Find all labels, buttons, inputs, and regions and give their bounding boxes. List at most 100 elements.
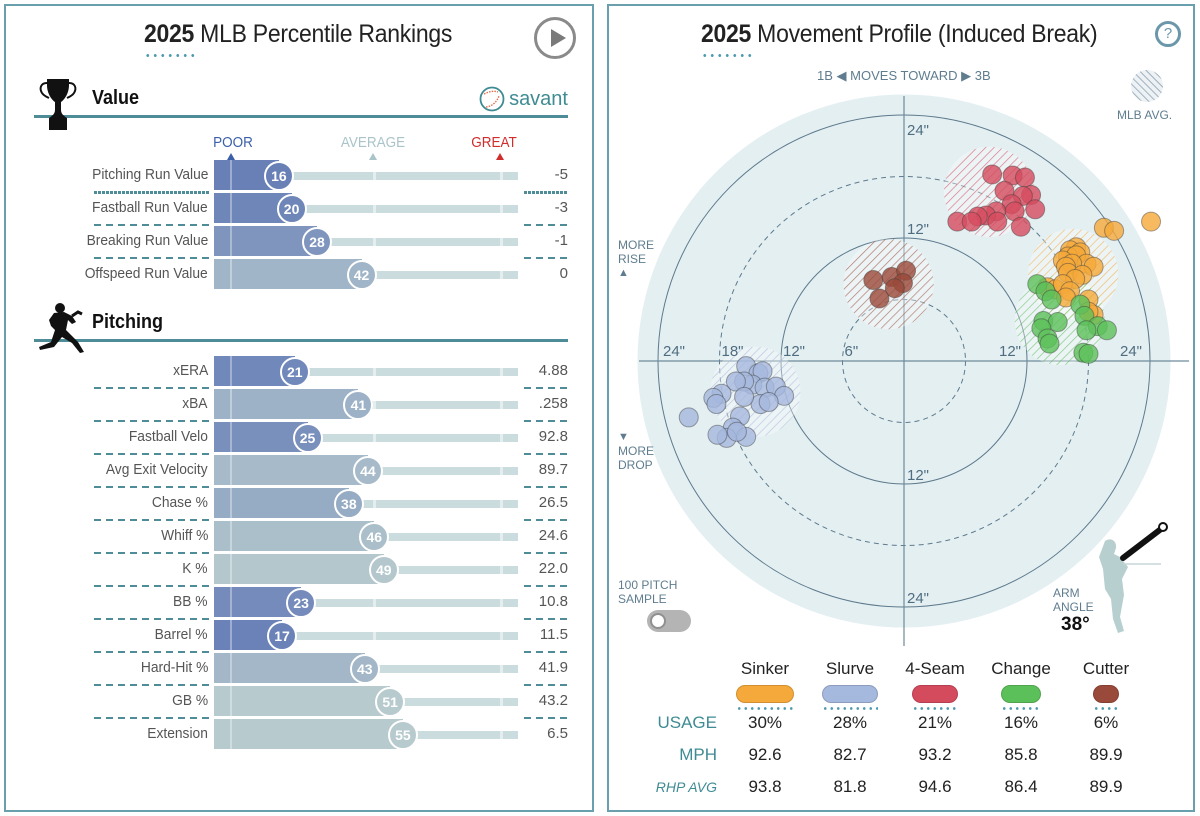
mlb-avg-legend-icon [1131,70,1163,102]
metric-row[interactable]: Breaking Run Value 28 -1 [6,226,596,257]
metric-label: Avg Exit Velocity [106,461,208,478]
metric-row[interactable]: Chase % 38 26.5 [6,488,596,519]
row-separator [524,453,568,455]
usage-dots [1093,707,1119,710]
ring-label-12-left: 12" [783,343,805,360]
pitch-point-4-seam [1014,167,1035,188]
metric-row[interactable]: xBA 41 .258 [6,389,596,420]
track-divider [499,599,503,607]
pitch-point-cutter [869,288,890,309]
usage-value: 16% [1003,713,1039,732]
percentile-circle: 16 [263,161,294,191]
metric-label: Fastball Velo [128,428,208,445]
percentile-track [315,599,518,607]
metric-label: BB % [173,593,208,610]
metric-value: 0 [559,265,568,282]
track-divider [499,665,503,673]
metric-row[interactable]: K % 49 22.0 [6,554,596,585]
track-divider [499,698,503,706]
savant-text: savant [509,87,568,110]
percentile-circle: 49 [368,555,399,585]
percentile-bar [214,686,391,716]
metric-value: 92.8 [538,428,568,445]
percentile-bar [214,521,375,551]
bar-tick [230,389,232,419]
percentile-circle: 28 [302,227,333,257]
pitch-point-slurve [725,371,746,392]
pitch-name: Sinker [740,659,790,678]
row-separator [94,717,210,719]
metric-row[interactable]: Pitching Run Value 16 -5 [6,160,596,191]
metric-value: 11.5 [539,626,568,643]
metric-value: 10.8 [538,593,568,610]
section-label-value: Value [92,87,140,109]
savant-logo[interactable]: savant [479,86,568,112]
metric-row[interactable]: Barrel % 17 11.5 [6,620,596,651]
percentile-bar [214,389,359,419]
metric-row[interactable]: Whiff % 46 24.6 [6,521,596,552]
pitch-point-4-seam [982,164,1003,185]
metric-row[interactable]: Fastball Run Value 20 -3 [6,193,596,224]
sample-line1: 100 PITCH [618,578,678,592]
row-separator [524,552,568,554]
track-divider [499,731,503,739]
bar-tick [230,521,232,551]
metric-row[interactable]: GB % 51 43.2 [6,686,596,717]
pitch-color-swatch[interactable] [736,685,794,703]
row-separator [524,257,568,259]
track-divider [499,533,503,541]
bar-tick [230,719,232,749]
metric-row[interactable]: Hard-Hit % 43 41.9 [6,653,596,684]
percentile-bar [214,226,318,256]
percentile-circle: 44 [352,456,383,486]
pitch-point-slurve [707,424,728,445]
pitch-point-cutter [863,270,884,291]
percentile-bar [214,259,362,289]
metric-row[interactable]: xERA 21 4.88 [6,356,596,387]
metric-value: 89.7 [538,461,568,478]
track-divider [499,401,503,409]
help-button[interactable]: ? [1155,21,1181,47]
percentile-bar [214,422,308,452]
usage-row-label: USAGE [657,713,717,732]
metric-row[interactable]: Offspeed Run Value 42 0 [6,259,596,290]
section-header-pitching: Pitching [34,303,568,353]
pitch-name: 4-Seam [905,659,965,678]
track-divider [372,368,376,376]
row-separator [94,684,210,686]
metric-row[interactable]: Fastball Velo 25 92.8 [6,422,596,453]
pitch-point-slurve [726,421,747,442]
pitch-color-swatch[interactable] [822,685,878,703]
percentile-circle: 38 [333,489,364,519]
percentile-track [381,467,518,475]
bar-tick [230,455,232,485]
row-separator [524,618,568,620]
track-divider [499,172,503,180]
row-separator [94,224,210,226]
ring-label-12-bottom: 12" [907,467,929,484]
percentile-track [331,238,518,246]
percentile-circle: 46 [359,522,390,552]
row-separator [524,651,568,653]
metric-label: Breaking Run Value [86,232,208,249]
metric-label: Chase % [151,494,208,511]
ring-label-18-left: 18" [722,343,744,360]
poor-marker-icon [227,153,235,160]
metric-row[interactable]: BB % 23 10.8 [6,587,596,618]
pitch-color-swatch[interactable] [1001,685,1041,703]
scale-label-great: GREAT [471,134,517,151]
metric-row[interactable]: Avg Exit Velocity 44 89.7 [6,455,596,486]
arm-angle-figure-icon [1099,522,1168,633]
metric-row[interactable]: Extension 55 6.5 [6,719,596,750]
mph-value: 85.8 [1004,745,1038,764]
pitch-color-swatch[interactable] [1093,685,1119,703]
scale-label-average: AVERAGE [340,134,406,151]
metric-label: Fastball Run Value [92,199,208,216]
pitch-color-swatch[interactable] [912,685,958,703]
pitch-point-cutter [884,278,905,299]
pitch-sample-toggle[interactable] [647,610,691,632]
movement-title: 2025 Movement Profile (Induced Break) [701,20,1098,49]
play-button[interactable] [534,17,576,59]
track-divider [499,368,503,376]
row-separator [94,191,210,194]
